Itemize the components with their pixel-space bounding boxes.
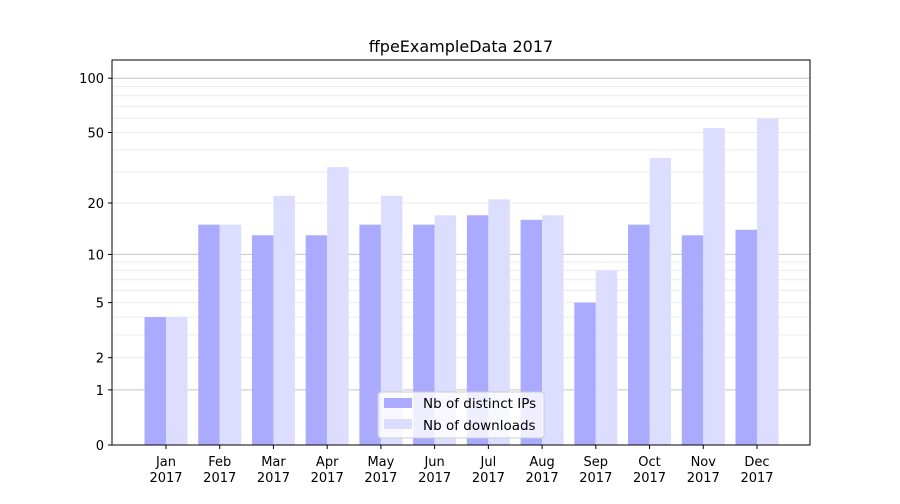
bar-downloads bbox=[273, 195, 295, 445]
bar-downloads bbox=[380, 195, 403, 445]
bar-downloads bbox=[434, 215, 457, 445]
x-tick-label: Jul 2017 bbox=[472, 455, 505, 486]
bar-distinct-ips bbox=[574, 302, 596, 445]
y-tick-label: 1 bbox=[96, 384, 104, 399]
bar-downloads bbox=[649, 158, 672, 445]
legend-label-ips: Nb of distinct IPs bbox=[423, 396, 536, 412]
x-tick-label: Dec 2017 bbox=[740, 455, 773, 486]
bar-distinct-ips bbox=[735, 229, 757, 445]
x-tick-label: Feb 2017 bbox=[203, 455, 236, 486]
x-tick-label: Oct 2017 bbox=[633, 455, 666, 486]
bar-distinct-ips bbox=[144, 317, 166, 445]
x-tick-label: Nov 2017 bbox=[687, 455, 720, 486]
bar-downloads bbox=[703, 127, 725, 445]
x-tick-label: Apr 2017 bbox=[311, 455, 344, 486]
y-tick-label: 10 bbox=[87, 248, 104, 263]
bar-distinct-ips bbox=[251, 235, 274, 445]
x-tick-label: Jun 2017 bbox=[418, 455, 451, 486]
plot-frame bbox=[111, 59, 811, 446]
bar-downloads bbox=[595, 270, 618, 445]
x-tick-label: Mar 2017 bbox=[257, 455, 290, 486]
bar-distinct-ips bbox=[305, 235, 328, 445]
y-tick-label: 2 bbox=[96, 352, 104, 367]
x-tick-label: Aug 2017 bbox=[526, 455, 559, 486]
bar-distinct-ips bbox=[628, 224, 650, 445]
bar-downloads bbox=[542, 215, 564, 445]
bar-downloads bbox=[166, 317, 188, 445]
legend-label-downloads: Nb of downloads bbox=[423, 418, 536, 434]
bar-distinct-ips bbox=[681, 235, 704, 445]
bar-downloads bbox=[219, 224, 242, 445]
y-tick-label: 0 bbox=[96, 439, 104, 454]
legend: Nb of distinct IPs Nb of downloads bbox=[377, 391, 545, 439]
x-tick-label: Jan 2017 bbox=[149, 455, 182, 486]
y-tick-label: 100 bbox=[79, 72, 104, 87]
bar-distinct-ips bbox=[198, 224, 220, 445]
y-tick-label: 50 bbox=[87, 127, 104, 142]
bar-distinct-ips bbox=[359, 224, 381, 445]
x-tick-label: Sep 2017 bbox=[579, 455, 612, 486]
bar-distinct-ips bbox=[466, 215, 489, 445]
bar-downloads bbox=[757, 118, 779, 445]
chart-title: ffpeExampleData 2017 bbox=[369, 37, 553, 56]
y-tick-label: 20 bbox=[87, 197, 104, 212]
bar-downloads bbox=[327, 167, 349, 445]
legend-swatch-downloads bbox=[384, 419, 412, 429]
bar-distinct-ips bbox=[413, 224, 435, 445]
bar-distinct-ips bbox=[520, 219, 543, 445]
y-tick-label: 5 bbox=[96, 297, 104, 312]
x-tick-label: May 2017 bbox=[364, 455, 397, 486]
bar-downloads bbox=[488, 199, 510, 445]
legend-swatch-ips bbox=[384, 398, 412, 408]
